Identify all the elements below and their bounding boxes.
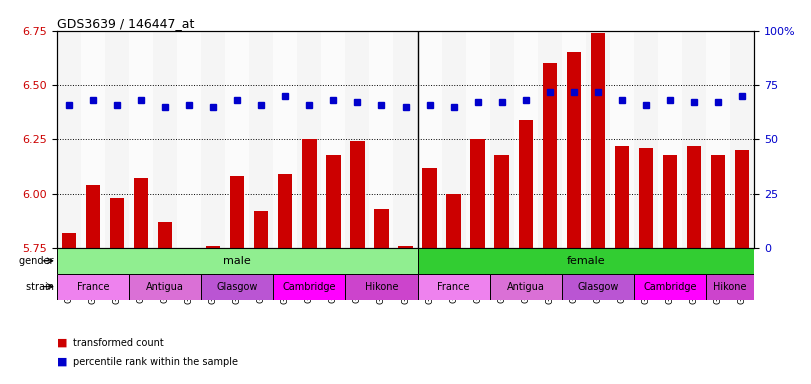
Bar: [490, 31, 513, 248]
Text: France: France: [437, 281, 470, 291]
FancyBboxPatch shape: [345, 274, 418, 300]
Bar: [321, 31, 345, 248]
Bar: [639, 148, 653, 248]
Text: strain: strain: [26, 281, 57, 291]
Bar: [298, 31, 321, 248]
Bar: [273, 31, 298, 248]
Bar: [393, 31, 418, 248]
Text: gender: gender: [19, 256, 57, 266]
Bar: [302, 139, 316, 248]
Bar: [177, 31, 201, 248]
Text: Hikone: Hikone: [714, 281, 747, 291]
FancyBboxPatch shape: [273, 274, 345, 300]
Text: Antigua: Antigua: [146, 281, 184, 291]
Text: transformed count: transformed count: [73, 338, 164, 348]
Bar: [615, 146, 629, 248]
Bar: [730, 31, 754, 248]
Bar: [543, 63, 557, 248]
Bar: [567, 53, 581, 248]
Text: Cambridge: Cambridge: [643, 281, 697, 291]
Bar: [105, 31, 129, 248]
Bar: [495, 154, 509, 248]
Bar: [254, 211, 268, 248]
Bar: [153, 31, 177, 248]
FancyBboxPatch shape: [706, 274, 754, 300]
Bar: [134, 179, 148, 248]
FancyBboxPatch shape: [418, 248, 754, 274]
Text: female: female: [567, 256, 605, 266]
Bar: [278, 174, 293, 248]
FancyBboxPatch shape: [418, 274, 490, 300]
FancyBboxPatch shape: [57, 274, 129, 300]
Bar: [225, 31, 249, 248]
Bar: [711, 154, 725, 248]
Bar: [634, 31, 658, 248]
Bar: [658, 31, 682, 248]
Bar: [706, 31, 730, 248]
Text: percentile rank within the sample: percentile rank within the sample: [73, 357, 238, 367]
Bar: [370, 31, 393, 248]
FancyBboxPatch shape: [490, 274, 562, 300]
Bar: [446, 194, 461, 248]
Bar: [57, 31, 81, 248]
Text: Hikone: Hikone: [365, 281, 398, 291]
Text: ■: ■: [57, 338, 67, 348]
Bar: [513, 31, 538, 248]
Bar: [735, 150, 749, 248]
Bar: [158, 222, 172, 248]
FancyBboxPatch shape: [129, 274, 201, 300]
Bar: [109, 198, 124, 248]
Bar: [350, 141, 365, 248]
Bar: [441, 31, 466, 248]
Bar: [129, 31, 153, 248]
Bar: [586, 31, 610, 248]
Bar: [398, 246, 413, 248]
Bar: [418, 31, 441, 248]
Bar: [518, 120, 533, 248]
FancyBboxPatch shape: [634, 274, 706, 300]
Bar: [230, 176, 244, 248]
Bar: [374, 209, 388, 248]
Bar: [538, 31, 562, 248]
Bar: [62, 233, 76, 248]
Bar: [466, 31, 490, 248]
Bar: [562, 31, 586, 248]
Text: France: France: [76, 281, 109, 291]
Bar: [81, 31, 105, 248]
FancyBboxPatch shape: [562, 274, 634, 300]
Bar: [610, 31, 634, 248]
FancyBboxPatch shape: [201, 274, 273, 300]
Bar: [663, 154, 677, 248]
Bar: [590, 33, 605, 248]
Bar: [687, 146, 702, 248]
Bar: [345, 31, 370, 248]
Text: male: male: [223, 256, 251, 266]
Bar: [470, 139, 485, 248]
Bar: [86, 185, 100, 248]
Text: GDS3639 / 146447_at: GDS3639 / 146447_at: [57, 17, 194, 30]
FancyBboxPatch shape: [57, 248, 418, 274]
Bar: [326, 154, 341, 248]
Text: Glasgow: Glasgow: [217, 281, 258, 291]
Text: ■: ■: [57, 357, 67, 367]
Text: Antigua: Antigua: [507, 281, 545, 291]
Bar: [206, 246, 221, 248]
Text: Cambridge: Cambridge: [282, 281, 336, 291]
Bar: [682, 31, 706, 248]
Bar: [249, 31, 273, 248]
Text: Glasgow: Glasgow: [577, 281, 619, 291]
Bar: [423, 167, 437, 248]
Bar: [201, 31, 225, 248]
